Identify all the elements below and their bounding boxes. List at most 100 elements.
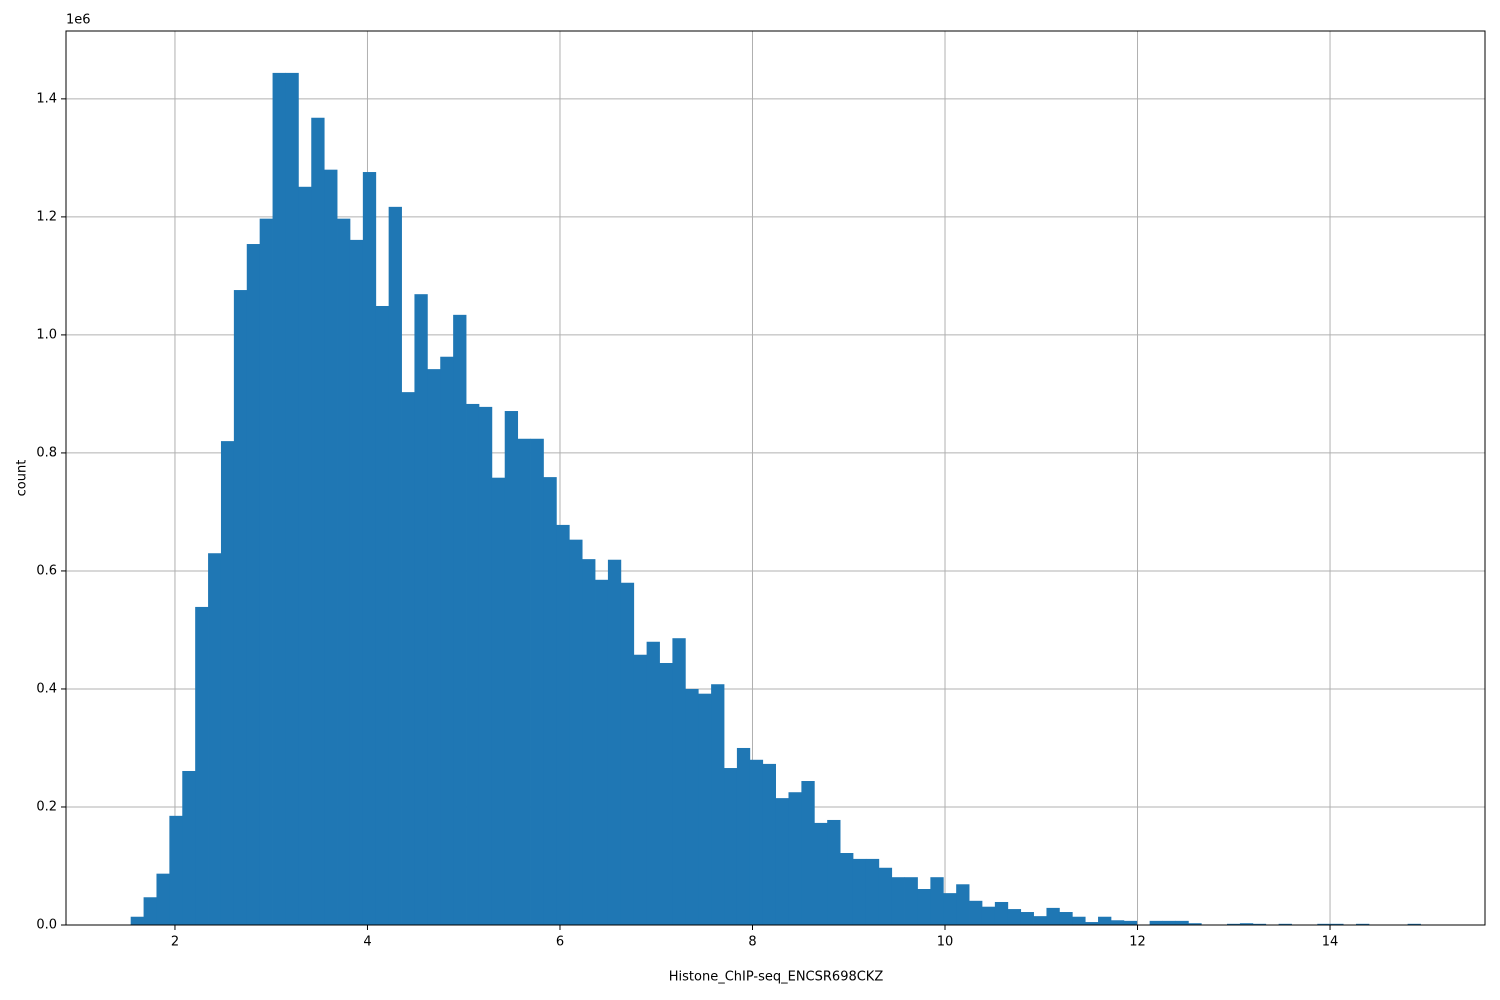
bar [517,438,531,925]
bar [220,441,235,925]
x-tick-label: 10 [937,935,954,950]
x-tick-label: 4 [363,935,371,950]
x-tick-label: 2 [171,935,179,950]
bar [1330,923,1344,925]
bar-layer [130,72,1421,926]
bar [375,305,390,925]
bar [775,798,789,925]
bar [401,392,415,925]
y-tick-label: 1.2 [36,209,57,224]
bar [891,877,905,925]
bar [969,900,983,925]
x-tick-label: 8 [748,935,756,950]
bar [246,244,261,925]
bar [1033,916,1047,925]
bar [840,853,854,925]
bar [1020,912,1034,925]
y-tick-label: 0.6 [36,563,57,578]
bar [827,819,841,925]
bar [981,906,996,925]
bar [711,684,725,925]
bar [724,768,738,925]
bar [414,294,428,925]
bar [504,411,519,925]
bar [801,781,815,925]
bar [195,606,209,925]
bar [749,759,764,925]
bar [1317,923,1331,925]
bar [646,641,660,925]
bar [736,747,751,925]
bar [956,884,970,925]
bar [620,582,635,925]
bar [259,218,273,925]
bar [1252,923,1267,925]
bar [311,117,325,925]
bar [1149,920,1163,925]
bar [427,369,441,926]
bar [1175,920,1189,925]
bar [1407,923,1421,925]
bar [878,867,893,925]
bar [607,559,622,925]
y-tick-label: 1.4 [36,91,57,106]
y-offset-label: 1e6 [66,13,91,28]
bar [530,438,544,925]
bar [1007,909,1022,925]
bar [182,770,196,925]
x-axis-label: Histone_ChIP-seq_ENCSR698CKZ [669,970,884,985]
bar [169,815,183,925]
bar [440,356,454,926]
bar [156,873,170,925]
bar [362,172,377,925]
bar [1085,922,1099,925]
bar [388,206,402,926]
bar [595,579,609,925]
bar [930,877,944,925]
y-tick-label: 0.2 [36,799,57,814]
bar [672,638,686,925]
bar [904,877,918,925]
bar [349,239,364,926]
x-tick-label: 6 [556,935,564,950]
y-tick-label: 0.0 [36,918,57,933]
bar [582,559,596,925]
bar [698,693,712,925]
bar [556,524,570,925]
bar [130,916,144,925]
bar [685,688,699,925]
x-tick-label: 12 [1129,935,1146,950]
bar [478,406,493,925]
bar [659,662,673,925]
bar [1227,923,1241,925]
bar [491,477,506,925]
y-tick-label: 0.4 [36,681,57,696]
bar [466,403,480,925]
bar [814,822,828,925]
bar [1059,912,1073,925]
bar [143,897,157,925]
bar [569,539,583,925]
bar [1072,916,1086,925]
bar [337,218,351,925]
bar [943,893,957,925]
bar [865,858,880,925]
bar [633,654,648,925]
bar [762,763,776,925]
bar [917,889,931,925]
bar [852,858,867,925]
bar [453,314,467,925]
bar [994,901,1009,925]
bar [272,72,286,925]
y-tick-label: 0.8 [36,445,57,460]
tick-layer: 2 4 6 8 10 12 14 0.0 0.2 0.4 0.6 0.8 1.0 1.2 1.4 [36,91,1338,949]
bar [1188,923,1202,925]
bar [298,186,312,925]
bar [324,169,338,925]
y-axis-label: count [15,460,30,497]
bar [1162,920,1176,925]
x-tick-label: 14 [1322,935,1339,950]
bar [1046,907,1060,925]
bar [1110,920,1125,925]
